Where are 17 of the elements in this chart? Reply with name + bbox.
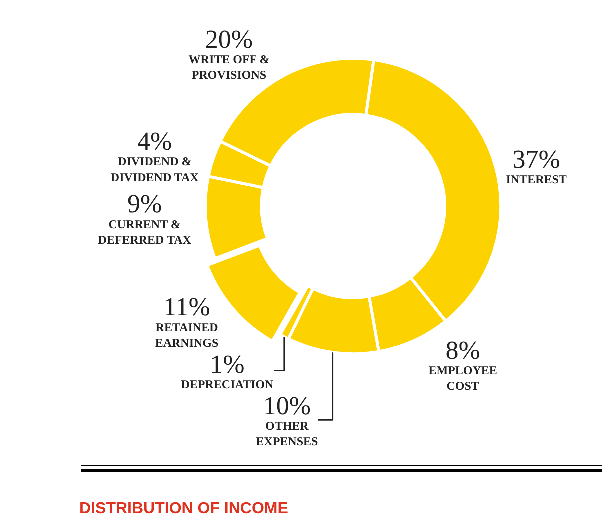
data-label: 37% [512, 144, 560, 174]
slice-label: RETAINED EARNINGS [155, 320, 220, 350]
data-label: 8% [446, 336, 480, 365]
slice-label: OTHER EXPENSES [256, 419, 318, 449]
slice-label: EMPLOYEE COST [428, 364, 498, 394]
text: DISTRIBUTION OF INCOME [80, 500, 289, 516]
data-label: 4% [138, 127, 172, 156]
data-label: 10% [263, 391, 311, 420]
slice-label: INTEREST [506, 172, 567, 186]
slice-label: CURRENT & DEFERRED TAX [98, 217, 192, 247]
data-label: 11% [164, 292, 210, 322]
slice-label: WRITE OFF & PROVISIONS [188, 52, 270, 82]
data-label: 20% [205, 24, 254, 54]
data-label: 9% [127, 190, 162, 219]
slice-label: DEPRECIATION [181, 377, 274, 392]
data-label: 1% [210, 350, 245, 379]
slice-label: DIVIDEND & DIVIDEND TAX [110, 154, 200, 184]
